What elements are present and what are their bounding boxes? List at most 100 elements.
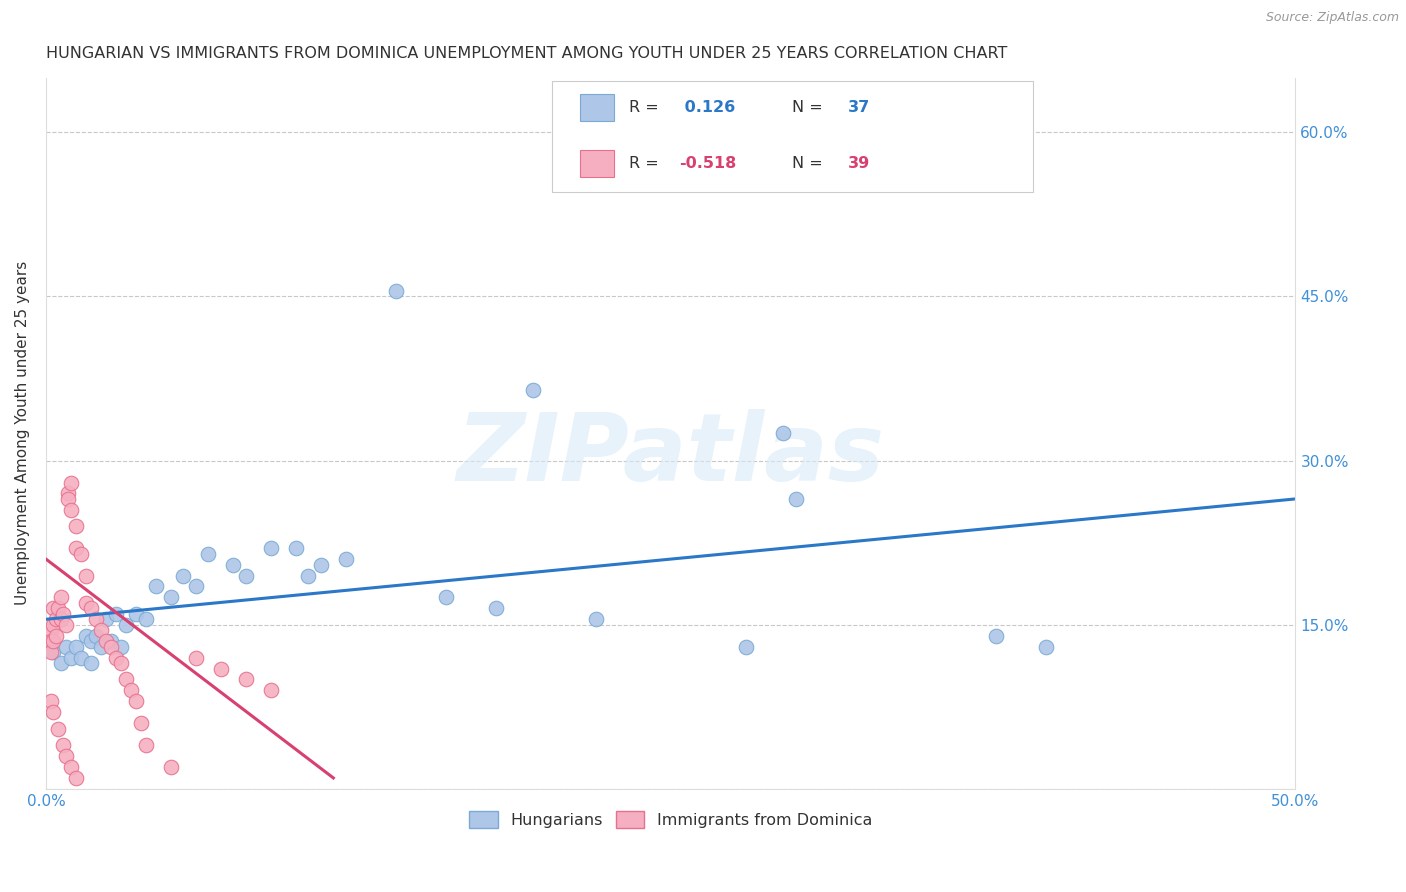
Point bbox=[80, 634, 103, 648]
Point bbox=[100, 634, 122, 648]
Point bbox=[297, 568, 319, 582]
Point bbox=[1035, 640, 1057, 654]
Text: R =: R = bbox=[630, 156, 665, 170]
Point bbox=[115, 617, 138, 632]
Point bbox=[65, 541, 87, 556]
FancyBboxPatch shape bbox=[579, 95, 614, 121]
Point bbox=[160, 760, 183, 774]
Point bbox=[42, 706, 65, 720]
Point bbox=[48, 601, 70, 615]
Point bbox=[120, 683, 142, 698]
Point bbox=[52, 607, 75, 621]
Point bbox=[49, 656, 72, 670]
Point bbox=[59, 760, 82, 774]
Point bbox=[260, 683, 283, 698]
Point bbox=[84, 629, 107, 643]
Point bbox=[260, 541, 283, 556]
Point bbox=[145, 579, 167, 593]
Point bbox=[55, 640, 77, 654]
Point bbox=[90, 640, 112, 654]
Point bbox=[135, 738, 157, 752]
Point bbox=[39, 694, 62, 708]
Point bbox=[115, 673, 138, 687]
Point bbox=[75, 568, 97, 582]
Point bbox=[90, 624, 112, 638]
Point bbox=[110, 640, 132, 654]
Point bbox=[235, 568, 257, 582]
Text: N =: N = bbox=[792, 100, 828, 115]
Point bbox=[485, 601, 508, 615]
Point bbox=[65, 640, 87, 654]
Point bbox=[52, 738, 75, 752]
Point bbox=[39, 624, 62, 638]
Point bbox=[104, 607, 127, 621]
Point bbox=[42, 601, 65, 615]
Point bbox=[172, 568, 194, 582]
Point bbox=[209, 661, 232, 675]
Point bbox=[65, 519, 87, 533]
Text: HUNGARIAN VS IMMIGRANTS FROM DOMINICA UNEMPLOYMENT AMONG YOUTH UNDER 25 YEARS CO: HUNGARIAN VS IMMIGRANTS FROM DOMINICA UN… bbox=[46, 46, 1007, 62]
Point bbox=[785, 125, 807, 139]
Point bbox=[49, 591, 72, 605]
Point bbox=[100, 640, 122, 654]
Text: N =: N = bbox=[792, 156, 828, 170]
Point bbox=[39, 634, 62, 648]
Point bbox=[58, 491, 80, 506]
Point bbox=[42, 645, 65, 659]
Point bbox=[55, 617, 77, 632]
Point bbox=[125, 694, 148, 708]
Point bbox=[160, 591, 183, 605]
Point bbox=[42, 634, 65, 648]
Point bbox=[45, 612, 67, 626]
Point bbox=[222, 558, 245, 572]
Point bbox=[39, 645, 62, 659]
Point bbox=[235, 673, 257, 687]
Text: Source: ZipAtlas.com: Source: ZipAtlas.com bbox=[1265, 11, 1399, 24]
Point bbox=[125, 607, 148, 621]
Point bbox=[75, 596, 97, 610]
Point bbox=[65, 771, 87, 785]
Point bbox=[80, 601, 103, 615]
Point bbox=[84, 612, 107, 626]
Point bbox=[585, 612, 607, 626]
Point bbox=[49, 612, 72, 626]
Text: R =: R = bbox=[630, 100, 665, 115]
Text: 39: 39 bbox=[848, 156, 870, 170]
Point bbox=[75, 629, 97, 643]
Y-axis label: Unemployment Among Youth under 25 years: Unemployment Among Youth under 25 years bbox=[15, 261, 30, 606]
Point bbox=[335, 552, 357, 566]
Point bbox=[385, 284, 408, 298]
Point bbox=[70, 547, 93, 561]
Point bbox=[772, 426, 794, 441]
Point bbox=[184, 650, 207, 665]
Point bbox=[70, 650, 93, 665]
FancyBboxPatch shape bbox=[553, 81, 1033, 192]
Point bbox=[59, 475, 82, 490]
Legend: Hungarians, Immigrants from Dominica: Hungarians, Immigrants from Dominica bbox=[463, 805, 879, 834]
Point bbox=[309, 558, 332, 572]
Point bbox=[129, 716, 152, 731]
Point bbox=[184, 579, 207, 593]
Text: 0.126: 0.126 bbox=[679, 100, 735, 115]
Point bbox=[45, 629, 67, 643]
Point bbox=[785, 491, 807, 506]
Point bbox=[104, 650, 127, 665]
Point bbox=[197, 547, 219, 561]
Point bbox=[135, 612, 157, 626]
Point bbox=[522, 383, 544, 397]
Point bbox=[434, 591, 457, 605]
Point bbox=[94, 612, 117, 626]
Point bbox=[80, 656, 103, 670]
Point bbox=[59, 650, 82, 665]
Point bbox=[984, 629, 1007, 643]
Point bbox=[284, 541, 307, 556]
FancyBboxPatch shape bbox=[579, 150, 614, 177]
Point bbox=[59, 503, 82, 517]
Point bbox=[94, 634, 117, 648]
Point bbox=[110, 656, 132, 670]
Point bbox=[48, 722, 70, 736]
Text: -0.518: -0.518 bbox=[679, 156, 737, 170]
Point bbox=[55, 749, 77, 764]
Text: ZIPatlas: ZIPatlas bbox=[457, 409, 884, 500]
Point bbox=[42, 617, 65, 632]
